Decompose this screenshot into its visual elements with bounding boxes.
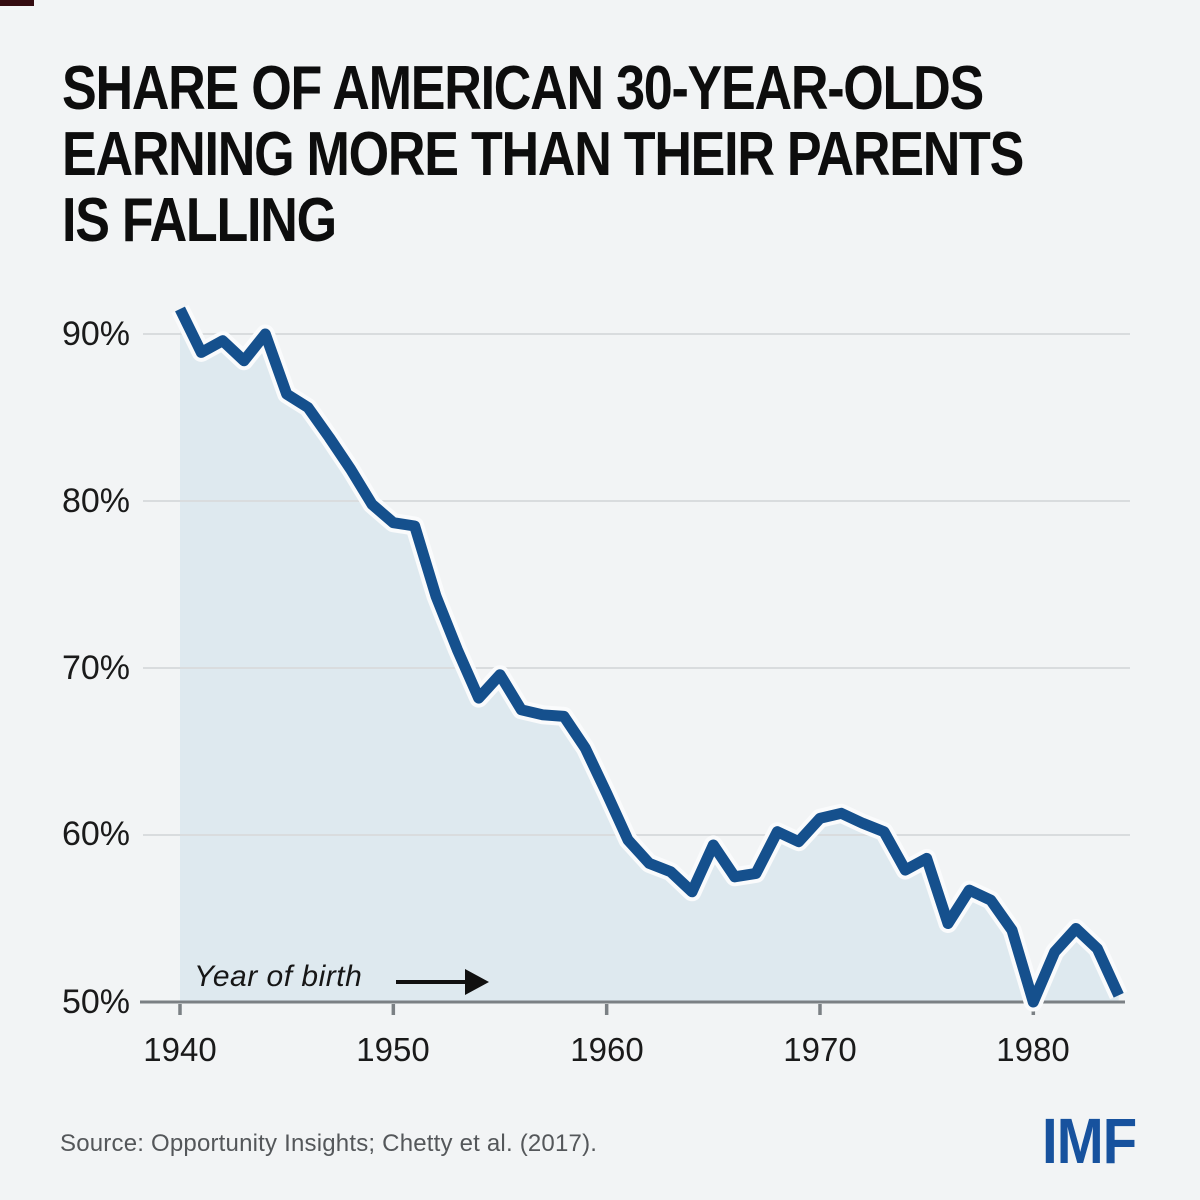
- corner-mark: [0, 0, 34, 6]
- y-axis-label-70: 70%: [61, 649, 130, 687]
- data-line: [175, 306, 1124, 1008]
- chart-title: SHARE OF AMERICAN 30-YEAR-OLDS EARNING M…: [62, 54, 1024, 255]
- y-axis-label-90: 90%: [61, 315, 130, 353]
- area-fill: [180, 309, 1119, 1002]
- x-axis-label-1950: 1950: [356, 1031, 430, 1068]
- x-axis-label-1970: 1970: [783, 1031, 857, 1068]
- x-axis-label-1960: 1960: [570, 1031, 644, 1068]
- x-axis-label-1940: 1940: [143, 1031, 217, 1068]
- y-axis-label-80: 80%: [61, 482, 130, 520]
- chart-title-line-1: SHARE OF AMERICAN 30-YEAR-OLDS: [62, 54, 984, 123]
- y-axis-label-50: 50%: [61, 983, 130, 1021]
- year-of-birth-label: Year of birth: [194, 960, 363, 993]
- chart-title-line-3: IS FALLING: [62, 186, 337, 255]
- x-axis-label-1980: 1980: [996, 1031, 1070, 1068]
- imf-logo: IMF: [1042, 1105, 1137, 1177]
- source-note: Source: Opportunity Insights; Chetty et …: [60, 1130, 598, 1157]
- year-of-birth-arrowhead: [465, 969, 489, 995]
- chart-title-line-2: EARNING MORE THAN THEIR PARENTS: [62, 120, 1024, 189]
- y-axis-label-60: 60%: [61, 815, 130, 853]
